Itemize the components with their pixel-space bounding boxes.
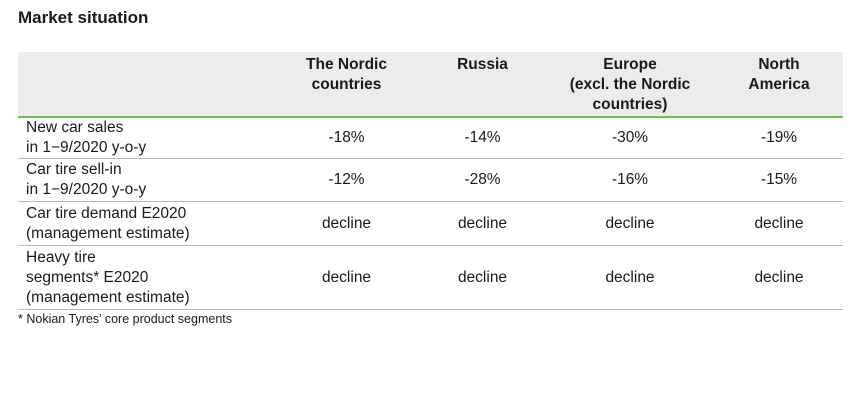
header-europe: Europe (excl. the Nordic countries) (545, 52, 715, 118)
table-cell: decline (420, 245, 545, 310)
table-cell: -16% (545, 158, 715, 202)
header-empty (18, 52, 273, 118)
header-row: The Nordic countries Russia Europe (excl. … (18, 52, 843, 118)
header-russia: Russia (420, 52, 545, 118)
footnote: * Nokian Tyres’ core product segments (18, 312, 232, 326)
table-row: Car tire demand E2020 (management estimat… (18, 201, 843, 246)
table-row: Car tire sell-in in 1−9/2020 y-o-y -12% -… (18, 158, 843, 202)
table-cell: decline (545, 245, 715, 310)
table-row: Heavy tire segments* E2020 (management est… (18, 245, 843, 310)
header-nordic: The Nordic countries (273, 52, 420, 118)
table-cell: decline (715, 201, 843, 246)
table-cell: -18% (273, 117, 420, 159)
row-label: Car tire demand E2020 (management estimat… (18, 201, 273, 246)
table-cell: decline (273, 245, 420, 310)
table-cell: -15% (715, 158, 843, 202)
row-label: Heavy tire segments* E2020 (management est… (18, 245, 273, 310)
market-situation-table: The Nordic countries Russia Europe (excl. … (18, 52, 843, 310)
page-title: Market situation (18, 8, 149, 27)
table-cell: -14% (420, 117, 545, 159)
table-cell: decline (420, 201, 545, 246)
table-cell: decline (273, 201, 420, 246)
table-cell: -12% (273, 158, 420, 202)
row-label: Car tire sell-in in 1−9/2020 y-o-y (18, 158, 273, 202)
table-cell: -30% (545, 117, 715, 159)
row-label: New car sales in 1−9/2020 y-o-y (18, 117, 273, 159)
table-cell: -28% (420, 158, 545, 202)
header-north-america: North America (715, 52, 843, 118)
table-row: New car sales in 1−9/2020 y-o-y -18% -14%… (18, 117, 843, 159)
table-cell: decline (545, 201, 715, 246)
table-cell: decline (715, 245, 843, 310)
table-cell: -19% (715, 117, 843, 159)
